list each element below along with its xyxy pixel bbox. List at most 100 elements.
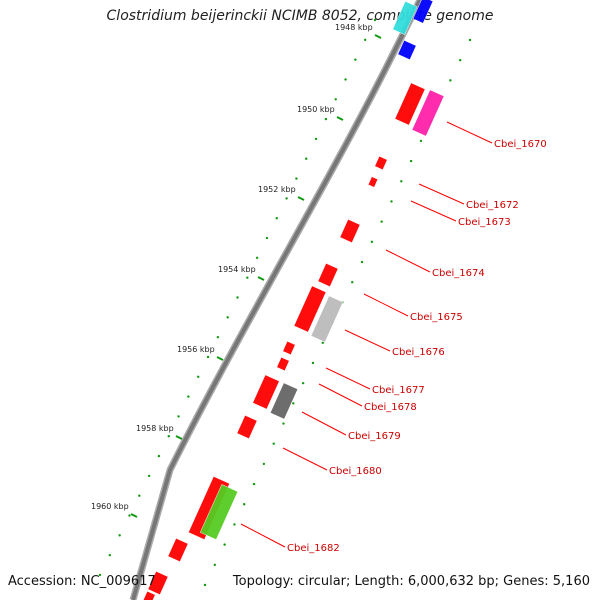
outer-tick-dot — [255, 256, 259, 260]
inner-tick-dot — [262, 462, 266, 466]
kbp-tick-mark — [175, 435, 183, 440]
inner-tick-dot — [252, 482, 256, 486]
inner-tick-dot — [400, 180, 403, 183]
outer-tick-dot — [314, 137, 318, 141]
gene-label: Cbei_1670 — [494, 139, 547, 150]
gene-leader-line — [446, 121, 493, 144]
inner-tick-dot — [380, 220, 383, 223]
outer-tick-dot — [138, 494, 141, 497]
gene-block — [143, 590, 156, 600]
gene-label: Cbei_1674 — [432, 268, 485, 279]
accession-text: Accession: NC_009617 — [8, 574, 156, 589]
outer-tick-dot — [344, 78, 347, 81]
gene-label: Cbei_1682 — [287, 543, 340, 554]
gene-leader-line — [418, 183, 465, 205]
inner-tick-dot — [311, 361, 315, 365]
outer-tick-dot — [108, 553, 112, 557]
gene-label: Cbei_1679 — [348, 431, 401, 442]
outer-tick-dot — [226, 316, 229, 319]
kbp-tick-mark — [216, 356, 224, 361]
cyan-feature — [392, 0, 418, 36]
blue-feature — [397, 39, 417, 61]
inner-tick-dot — [390, 200, 393, 203]
outer-tick-dot — [128, 514, 131, 517]
outer-tick-dot — [147, 474, 151, 478]
gene-leader-line — [385, 249, 431, 273]
outer-tick-dot — [324, 117, 328, 121]
inner-tick-dot — [449, 79, 452, 82]
kbp-tick-mark — [130, 513, 138, 518]
outer-tick-dot — [216, 335, 220, 339]
gene-label: Cbei_1673 — [458, 217, 511, 228]
gene-block — [282, 340, 296, 356]
gene-leader-line — [240, 523, 286, 548]
outer-tick-dot — [98, 573, 102, 577]
kbp-tick-label: 1956 kbp — [177, 345, 215, 354]
gene-leader-line — [344, 329, 391, 352]
inner-tick-dot — [351, 281, 354, 284]
outer-tick-dot — [305, 157, 308, 160]
outer-tick-dot — [373, 18, 377, 22]
genome-summary-text: Topology: circular; Length: 6,000,632 bp… — [232, 574, 590, 589]
outer-tick-dot — [118, 534, 121, 537]
gene-leader-line — [301, 411, 347, 436]
grey-feature — [310, 295, 344, 343]
outer-tick-dot — [295, 177, 298, 180]
outer-tick-dot — [177, 415, 180, 418]
kbp-tick-label: 1948 kbp — [335, 23, 373, 32]
gene-leader-line — [325, 367, 371, 390]
kbp-tick-mark — [257, 276, 265, 281]
green-feature — [199, 484, 239, 540]
outer-tick-dot — [246, 276, 249, 279]
inner-tick-dot — [243, 503, 246, 506]
inner-tick-dot — [213, 563, 217, 567]
kbp-tick-mark — [336, 116, 344, 121]
inner-tick-dot — [282, 422, 285, 425]
kbp-tick-mark — [297, 196, 305, 201]
gene-leader-line — [282, 447, 328, 471]
gene-leader-line — [363, 293, 409, 317]
outer-tick-dot — [167, 435, 170, 438]
gene-block — [293, 285, 327, 333]
outer-tick-dot — [197, 375, 200, 378]
gene-block — [276, 356, 290, 372]
outer-tick-dot — [157, 454, 161, 458]
outer-tick-dot — [363, 38, 367, 42]
gene-label: Cbei_1680 — [329, 466, 382, 477]
gene-leader-line — [318, 383, 363, 407]
inner-tick-dot — [233, 523, 236, 526]
magenta-feature — [411, 89, 445, 137]
gene-block — [147, 570, 169, 596]
kbp-tick-label: 1958 kbp — [136, 424, 174, 433]
outer-tick-dot — [275, 217, 278, 220]
gene-block — [252, 374, 280, 410]
inner-tick-dot — [360, 260, 364, 264]
gene-block — [167, 537, 189, 563]
gene-leader-line — [410, 200, 457, 222]
gene-label: Cbei_1675 — [410, 312, 463, 323]
inner-tick-dot — [223, 543, 226, 546]
gene-label: Cbei_1677 — [372, 385, 425, 396]
inner-tick-dot — [272, 442, 275, 445]
inner-tick-dot — [292, 402, 295, 405]
inner-tick-dot — [419, 139, 423, 143]
gene-block — [236, 414, 258, 440]
gene-label: Cbei_1672 — [466, 200, 519, 211]
gene-block — [317, 262, 339, 288]
gene-label: Cbei_1678 — [364, 402, 417, 413]
inner-tick-dot — [203, 583, 207, 587]
kbp-tick-mark — [374, 34, 382, 39]
inner-tick-dot — [409, 159, 413, 163]
kbp-tick-label: 1950 kbp — [297, 105, 335, 114]
outer-tick-dot — [236, 296, 239, 299]
gene-block — [367, 176, 379, 188]
inner-tick-dot — [321, 341, 324, 344]
gene-block — [339, 218, 361, 244]
gene-label: Cbei_1676 — [392, 347, 445, 358]
outer-tick-dot — [265, 236, 269, 240]
kbp-tick-label: 1954 kbp — [218, 265, 256, 274]
inner-tick-dot — [370, 240, 374, 244]
outer-tick-dot — [187, 395, 190, 398]
outer-tick-dot — [354, 58, 357, 61]
